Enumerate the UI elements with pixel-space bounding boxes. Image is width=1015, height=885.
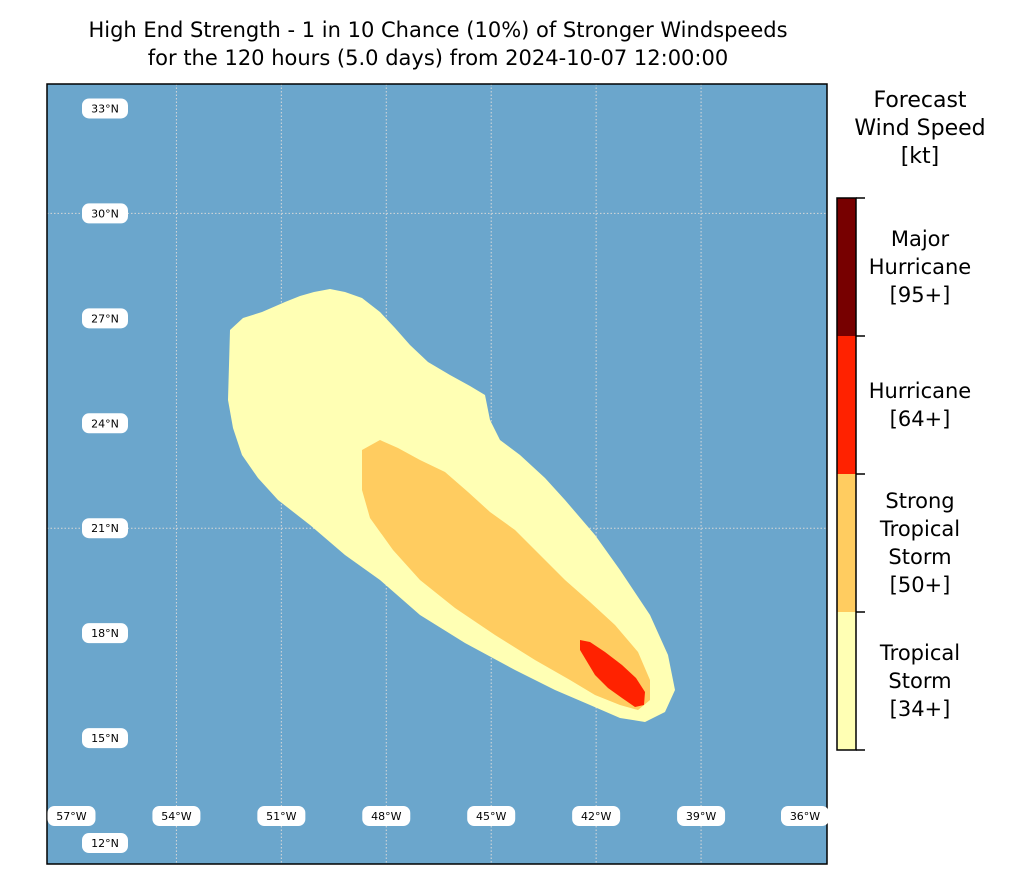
latitude-label-bg <box>82 623 128 644</box>
latitude-label: 27°N <box>82 308 128 329</box>
colorbar-title-line-2: Wind Speed <box>854 116 986 141</box>
longitude-label-bg <box>572 806 621 826</box>
longitude-label-text: 45°W <box>476 810 506 823</box>
latitude-label-text: 33°N <box>91 102 119 115</box>
latitude-labels: 33°N 30°N 27°N 24°N 21°N 18°N 15°N 12°N <box>82 98 128 854</box>
longitude-label: 45°W <box>467 806 516 826</box>
longitude-label: 57°W <box>47 806 96 826</box>
latitude-label: 21°N <box>82 518 128 539</box>
longitude-label-text: 57°W <box>56 810 86 823</box>
longitude-labels: 57°W 54°W 51°W 48°W 45°W 42°W 39°W 36°W <box>47 806 829 826</box>
longitude-label-text: 39°W <box>686 810 716 823</box>
latitude-label-bg <box>82 833 128 854</box>
longitude-label-bg <box>257 806 306 826</box>
colorbar-label-strong-tropical-storm: Strong Tropical Storm [50+] <box>879 489 961 597</box>
latitude-label-bg <box>82 98 128 119</box>
longitude-label-bg <box>362 806 411 826</box>
longitude-label-text: 36°W <box>790 810 820 823</box>
wind-zone-hurricane <box>580 640 645 707</box>
longitude-label-bg <box>152 806 201 826</box>
wind-zone-strong-tropical-storm <box>362 440 650 710</box>
latitude-label-text: 24°N <box>91 417 119 430</box>
longitude-label: 36°W <box>781 806 829 826</box>
chart-title-line-2: for the 120 hours (5.0 days) from 2024-1… <box>147 46 729 70</box>
longitude-label: 54°W <box>152 806 201 826</box>
latitude-label-text: 21°N <box>91 522 119 535</box>
latitude-label-bg <box>82 308 128 329</box>
colorbar-segment <box>837 474 856 612</box>
colorbar-segment <box>837 198 856 336</box>
colorbar-segment <box>837 336 856 474</box>
longitude-label: 48°W <box>362 806 411 826</box>
colorbar-label-tropical-storm: Tropical Storm [34+] <box>879 641 961 721</box>
colorbar-label-major-hurricane: Major Hurricane [95+] <box>868 227 972 307</box>
latitude-label-text: 18°N <box>91 627 119 640</box>
latitude-label-bg <box>82 203 128 224</box>
colorbar-title-line-1: Forecast <box>873 88 967 113</box>
longitude-label: 42°W <box>572 806 621 826</box>
latitude-label-text: 15°N <box>91 732 119 745</box>
latitude-label-text: 27°N <box>91 312 119 325</box>
longitude-label-text: 51°W <box>266 810 296 823</box>
latitude-label: 33°N <box>82 98 128 119</box>
latitude-label: 12°N <box>82 833 128 854</box>
latitude-label-bg <box>82 728 128 749</box>
longitude-label-bg <box>467 806 516 826</box>
chart-title-line-1: High End Strength - 1 in 10 Chance (10%)… <box>88 18 788 42</box>
longitude-label-bg <box>677 806 726 826</box>
colorbar-segment <box>837 612 856 750</box>
latitude-label-bg <box>82 518 128 539</box>
colorbar-title-line-3: [kt] <box>900 144 940 169</box>
longitude-label-text: 54°W <box>161 810 191 823</box>
longitude-label-bg <box>47 806 96 826</box>
longitude-label-text: 42°W <box>581 810 611 823</box>
colorbar-label-hurricane: Hurricane [64+] <box>868 379 972 431</box>
latitude-label: 18°N <box>82 623 128 644</box>
map-frame <box>46 83 828 865</box>
colorbar <box>836 197 865 751</box>
longitude-label: 39°W <box>677 806 726 826</box>
longitude-label-text: 48°W <box>371 810 401 823</box>
latitude-label: 30°N <box>82 203 128 224</box>
latitude-label-bg <box>82 413 128 434</box>
longitude-label: 51°W <box>257 806 306 826</box>
latitude-label: 24°N <box>82 413 128 434</box>
longitude-label-bg <box>781 806 829 826</box>
latitude-label-text: 30°N <box>91 207 119 220</box>
latitude-label: 15°N <box>82 728 128 749</box>
latitude-label-text: 12°N <box>91 837 119 850</box>
